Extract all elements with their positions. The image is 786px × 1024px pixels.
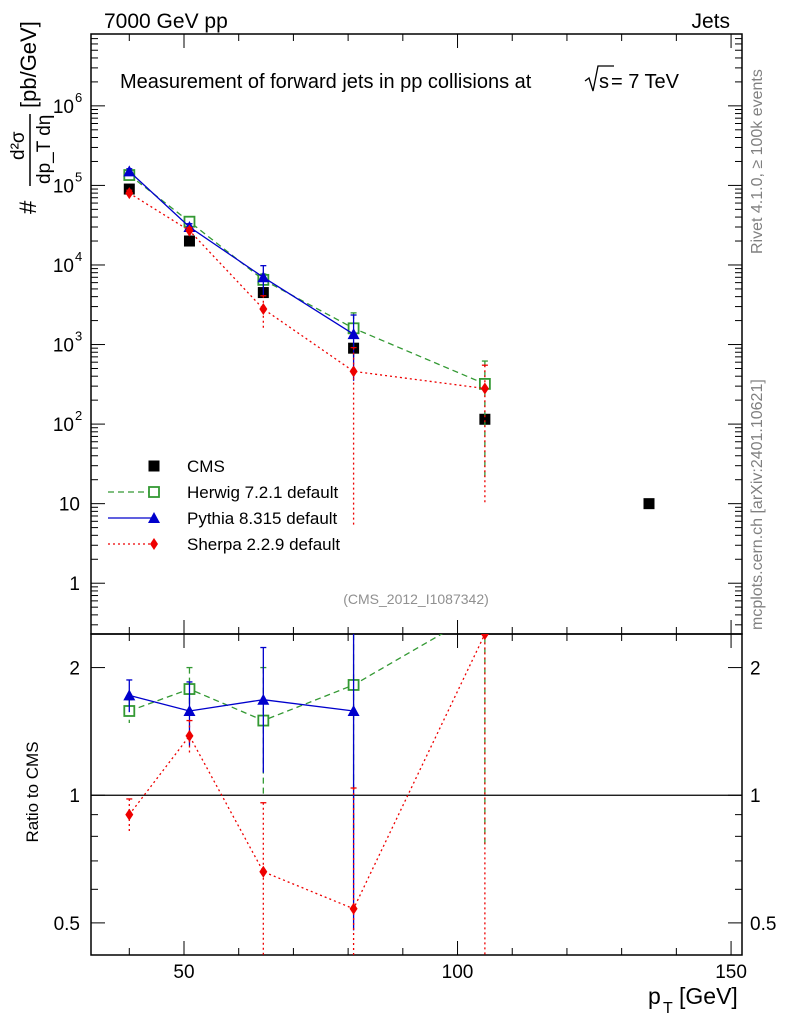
legend-label: CMS xyxy=(187,457,225,476)
series-line xyxy=(129,634,443,722)
legend-label: Herwig 7.2.1 default xyxy=(187,483,338,502)
sqrt-symbol xyxy=(584,65,614,92)
series-line xyxy=(128,174,486,385)
data-point xyxy=(257,271,270,283)
series-sherpa xyxy=(125,187,489,528)
analysis-id: (CMS_2012_I1087342) xyxy=(343,591,489,607)
series-line xyxy=(129,694,354,712)
energy-label: = 7 TeV xyxy=(611,71,680,93)
x-label-sub: T xyxy=(663,1000,673,1017)
data-point xyxy=(183,235,195,247)
data-point xyxy=(643,498,655,510)
y-tick-exponent: 6 xyxy=(75,90,82,105)
data-point xyxy=(480,382,489,395)
data-point xyxy=(123,165,136,177)
data-point xyxy=(125,808,134,821)
legend-label: Pythia 8.315 default xyxy=(187,509,338,528)
y-tick-label: 10 xyxy=(53,415,74,436)
data-point xyxy=(349,902,358,915)
ratio-panel-frame xyxy=(90,633,743,956)
legend-item: Sherpa 2.2.9 default xyxy=(108,535,340,554)
y-label-denominator: dp_T dη xyxy=(34,115,55,184)
legend-marker xyxy=(150,538,158,550)
series-pythia xyxy=(123,165,360,381)
y-tick-exponent: 3 xyxy=(75,329,82,344)
y-label-numerator: d²σ xyxy=(8,131,29,160)
data-point xyxy=(123,689,136,701)
legend-marker xyxy=(148,512,160,523)
data-point xyxy=(183,704,196,716)
data-point xyxy=(185,729,194,742)
data-point xyxy=(259,865,268,878)
main-plot-series xyxy=(123,165,655,528)
ratio-y-tick-label-right: 2 xyxy=(750,659,761,680)
mcplots-note: mcplots.cern.ch [arXiv:2401.10621] xyxy=(749,379,766,630)
data-point xyxy=(185,224,194,237)
y-tick-exponent: 2 xyxy=(75,408,82,423)
y-tick-exponent: 4 xyxy=(75,249,82,264)
ratio-y-tick-label: 2 xyxy=(69,659,80,680)
y-label-hash: # xyxy=(15,200,42,214)
series-sherpa xyxy=(125,634,489,955)
x-label-unit: [GeV] xyxy=(679,983,738,1009)
data-point xyxy=(479,413,491,425)
y-tick-label: 1 xyxy=(69,574,80,595)
ratio-axis-ticks: 50 100 150 0.5 0.5 1 1 2 2 xyxy=(54,634,776,983)
ratio-plot-series xyxy=(123,634,489,955)
legend-marker xyxy=(148,486,160,498)
y-axis-label-main: # d²σ dp_T dη [pb/GeV] xyxy=(8,21,55,214)
data-point xyxy=(347,328,360,340)
y-tick-label: 10 xyxy=(53,176,74,197)
legend: CMS Herwig 7.2.1 default Pythia 8.315 defa… xyxy=(108,457,340,554)
data-point xyxy=(347,704,360,716)
sqrt-s: s xyxy=(599,71,609,93)
ratio-y-tick-label-right: 1 xyxy=(750,786,761,807)
series-line xyxy=(128,634,486,910)
legend-item: Pythia 8.315 default xyxy=(108,509,338,528)
series-herwig xyxy=(123,634,486,849)
data-point xyxy=(349,365,358,378)
rivet-note: Rivet 4.1.0, ≥ 100k events xyxy=(749,69,766,254)
y-tick-exponent: 5 xyxy=(75,169,82,184)
legend-item: CMS xyxy=(148,457,225,476)
x-tick-label: 100 xyxy=(442,962,474,983)
y-label-unit: [pb/GeV] xyxy=(16,21,41,108)
data-point xyxy=(259,302,268,315)
y-tick-label: 10 xyxy=(59,495,80,516)
series-pythia xyxy=(123,634,360,931)
x-axis-label: p T [GeV] xyxy=(648,983,738,1017)
x-tick-label: 150 xyxy=(715,962,747,983)
header-process: 7000 GeV pp xyxy=(104,10,228,33)
header-category: Jets xyxy=(691,10,730,33)
series-line xyxy=(128,170,354,335)
ratio-y-tick-label-right: 0.5 xyxy=(750,914,776,935)
data-point xyxy=(480,634,489,640)
series-line xyxy=(128,192,485,390)
ratio-y-tick-label: 1 xyxy=(69,786,80,807)
data-point xyxy=(257,693,270,705)
legend-marker xyxy=(148,460,160,472)
legend-label: Sherpa 2.2.9 default xyxy=(187,535,340,554)
y-axis-label-ratio: Ratio to CMS xyxy=(23,741,42,842)
x-label-main: p xyxy=(648,983,661,1009)
y-tick-label: 10 xyxy=(53,256,74,277)
x-tick-label: 50 xyxy=(173,962,194,983)
y-tick-label: 10 xyxy=(53,97,74,118)
data-point xyxy=(125,187,134,200)
ratio-y-tick-label: 0.5 xyxy=(54,914,80,935)
legend-item: Herwig 7.2.1 default xyxy=(108,483,338,502)
y-tick-label: 10 xyxy=(53,336,74,357)
plot-title-text: Measurement of forward jets in pp collis… xyxy=(120,71,532,93)
plot-title: Measurement of forward jets in pp collis… xyxy=(120,65,680,93)
series-herwig xyxy=(123,169,491,480)
